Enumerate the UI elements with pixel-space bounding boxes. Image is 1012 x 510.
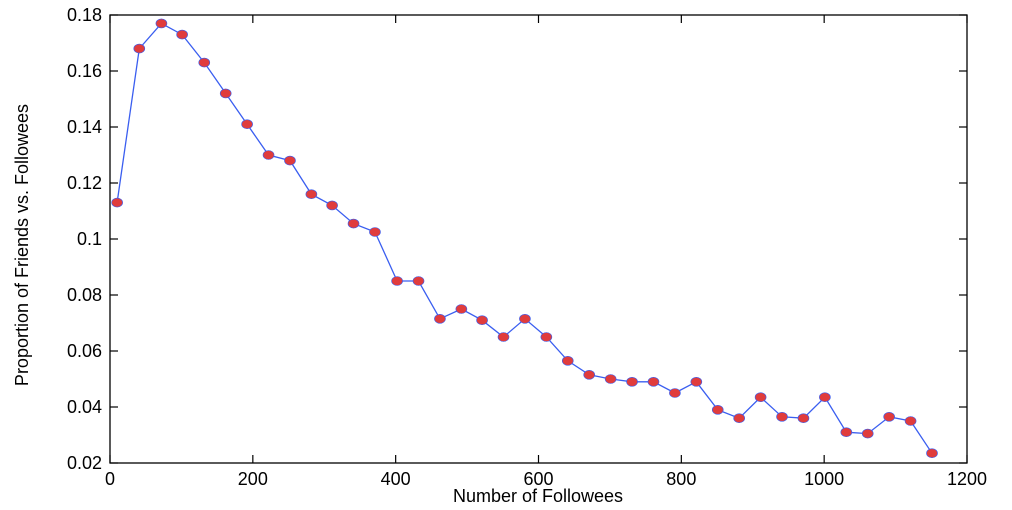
data-point <box>219 88 232 99</box>
y-tick-label: 0.12 <box>67 173 102 193</box>
data-point <box>455 304 468 314</box>
x-tick-label: 600 <box>523 469 553 489</box>
data-point <box>819 392 831 403</box>
y-tick-label: 0.18 <box>67 5 102 25</box>
data-point <box>583 369 596 380</box>
data-point <box>776 411 788 422</box>
x-tick-label: 0 <box>105 469 115 489</box>
x-tick-label: 200 <box>238 469 268 489</box>
data-point <box>861 428 874 439</box>
y-tick-label: 0.1 <box>77 229 102 249</box>
y-tick-label: 0.04 <box>67 397 102 417</box>
y-tick-label: 0.06 <box>67 341 102 361</box>
plot-frame <box>109 14 968 464</box>
y-axis-label: Proportion of Friends vs. Followees <box>12 104 32 386</box>
data-point <box>797 413 810 424</box>
data-point <box>305 189 318 199</box>
x-tick-label: 1200 <box>947 469 987 489</box>
ticks-layer: 0 200 400 600 800 1000 1200 0.02 0.04 0.06 0.08 0.1… <box>67 5 987 489</box>
data-point <box>690 376 703 387</box>
data-point <box>669 388 681 398</box>
x-tick-label: 800 <box>666 469 696 489</box>
data-point <box>711 404 724 415</box>
x-axis-label: Number of Followees <box>453 486 623 506</box>
data-point <box>840 427 853 438</box>
plot-background <box>110 15 967 463</box>
data-point <box>412 276 425 286</box>
data-point <box>241 119 253 129</box>
y-tick-label: 0.16 <box>67 61 102 81</box>
data-point <box>754 392 767 403</box>
data-point <box>133 43 146 54</box>
data-point <box>326 200 338 211</box>
y-tick-label: 0.08 <box>67 285 102 305</box>
y-tick-label: 0.02 <box>67 453 102 473</box>
data-point <box>284 155 296 166</box>
data-point <box>111 197 123 208</box>
data-point <box>883 411 895 422</box>
data-point <box>176 29 188 40</box>
data-point <box>604 374 617 384</box>
data-point <box>347 218 360 229</box>
data-point <box>626 376 638 387</box>
data-point <box>434 313 446 324</box>
data-point <box>647 376 660 387</box>
data-point <box>561 355 574 366</box>
data-point <box>198 57 211 68</box>
data-point <box>369 227 381 237</box>
data-point <box>476 315 488 326</box>
data-point <box>926 448 938 459</box>
data-point <box>391 276 403 286</box>
data-point <box>519 313 531 324</box>
series-layer <box>111 18 938 459</box>
x-tick-label: 400 <box>381 469 411 489</box>
data-point <box>497 332 510 342</box>
y-tick-label: 0.14 <box>67 117 102 137</box>
data-point <box>733 413 745 424</box>
data-point <box>262 150 275 160</box>
data-point <box>904 416 917 426</box>
data-point <box>155 18 168 29</box>
data-point <box>540 332 553 342</box>
x-tick-label: 1000 <box>804 469 844 489</box>
